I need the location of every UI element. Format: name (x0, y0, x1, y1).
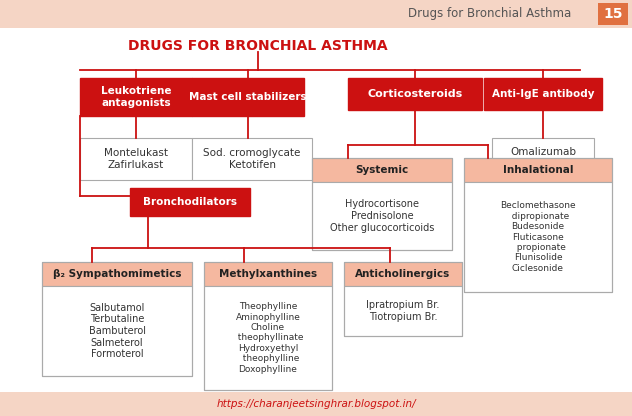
Text: Ipratropium Br.
Tiotropium Br.: Ipratropium Br. Tiotropium Br. (367, 300, 440, 322)
Text: Mast cell stabilizers: Mast cell stabilizers (189, 92, 307, 102)
Text: Sod. cromoglycate
Ketotifen: Sod. cromoglycate Ketotifen (204, 148, 301, 170)
FancyBboxPatch shape (204, 262, 332, 286)
FancyBboxPatch shape (0, 0, 632, 28)
FancyBboxPatch shape (130, 188, 250, 216)
FancyBboxPatch shape (464, 182, 612, 292)
FancyBboxPatch shape (42, 286, 192, 376)
FancyBboxPatch shape (204, 286, 332, 390)
Text: 15: 15 (604, 7, 623, 21)
FancyBboxPatch shape (80, 78, 192, 116)
FancyBboxPatch shape (344, 286, 462, 336)
FancyBboxPatch shape (492, 138, 594, 166)
Text: Beclomethasone
  dipropionate
Budesonide
Fluticasone
  propionate
Flunisolide
Ci: Beclomethasone dipropionate Budesonide F… (500, 201, 576, 273)
FancyBboxPatch shape (484, 78, 602, 110)
FancyBboxPatch shape (0, 392, 632, 416)
FancyBboxPatch shape (312, 158, 452, 182)
Text: DRUGS FOR BRONCHIAL ASTHMA: DRUGS FOR BRONCHIAL ASTHMA (128, 39, 388, 53)
Text: β₂ Sympathomimetics: β₂ Sympathomimetics (52, 269, 181, 279)
Text: Omalizumab: Omalizumab (510, 147, 576, 157)
Text: Corticosteroids: Corticosteroids (367, 89, 463, 99)
Text: Methylxanthines: Methylxanthines (219, 269, 317, 279)
Text: Inhalational: Inhalational (502, 165, 573, 175)
FancyBboxPatch shape (312, 182, 452, 250)
Text: Systemic: Systemic (355, 165, 409, 175)
Text: Salbutamol
Terbutaline
Bambuterol
Salmeterol
Formoterol: Salbutamol Terbutaline Bambuterol Salmet… (88, 303, 145, 359)
Text: Leukotriene
antagonists: Leukotriene antagonists (100, 86, 171, 108)
Text: Anticholinergics: Anticholinergics (355, 269, 451, 279)
FancyBboxPatch shape (192, 78, 304, 116)
Text: Theophylline
Aminophylline
Choline
  theophyllinate
Hydroxyethyl
  theophylline
: Theophylline Aminophylline Choline theop… (232, 302, 304, 374)
Text: Hydrocortisone
Prednisolone
Other glucocorticoids: Hydrocortisone Prednisolone Other glucoc… (330, 199, 434, 233)
FancyBboxPatch shape (192, 138, 312, 180)
FancyBboxPatch shape (464, 158, 612, 182)
FancyBboxPatch shape (348, 78, 482, 110)
Text: Drugs for Bronchial Asthma: Drugs for Bronchial Asthma (408, 7, 571, 20)
FancyBboxPatch shape (344, 262, 462, 286)
Text: Bronchodilators: Bronchodilators (143, 197, 237, 207)
Text: https://charanjeetsinghrar.blogspot.in/: https://charanjeetsinghrar.blogspot.in/ (216, 399, 416, 409)
Text: Anti-IgE antibody: Anti-IgE antibody (492, 89, 594, 99)
Text: Montelukast
Zafirlukast: Montelukast Zafirlukast (104, 148, 168, 170)
FancyBboxPatch shape (598, 3, 628, 25)
FancyBboxPatch shape (80, 138, 192, 180)
FancyBboxPatch shape (42, 262, 192, 286)
